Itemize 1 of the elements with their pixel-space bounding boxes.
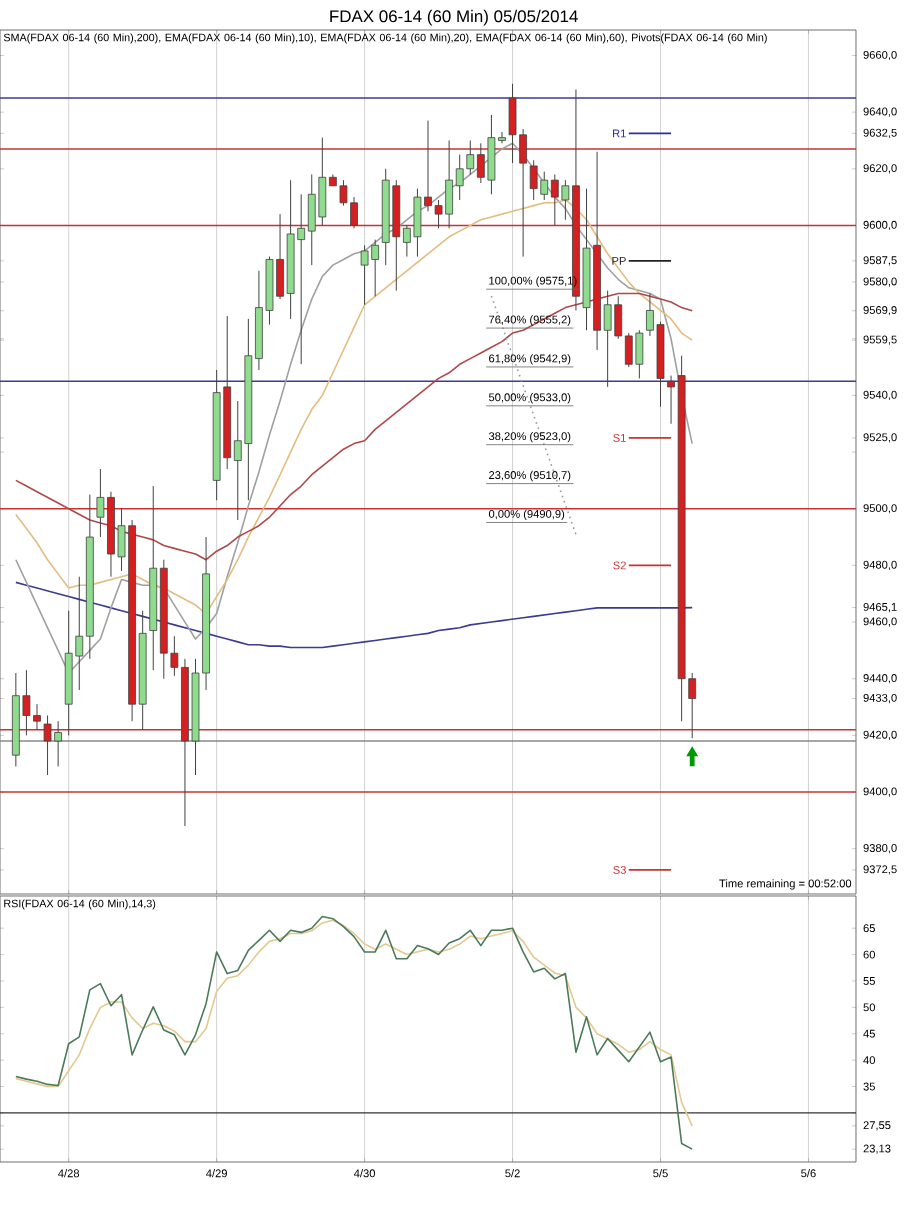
chart-title: FDAX 06-14 (60 Min) 05/05/2014	[330, 9, 578, 26]
